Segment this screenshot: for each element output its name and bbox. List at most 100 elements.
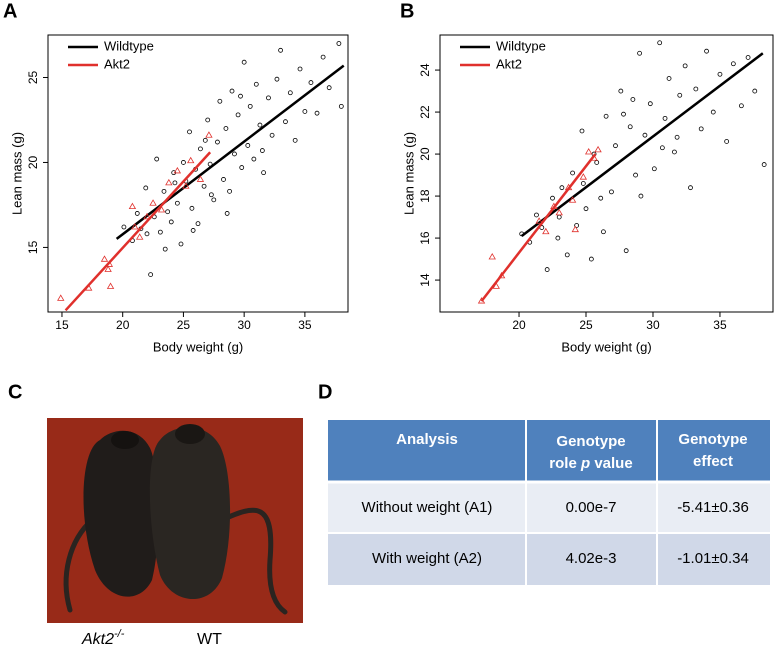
point — [269, 132, 275, 138]
point — [205, 117, 211, 123]
point — [154, 156, 160, 162]
table-cell: -1.01±0.34 — [677, 550, 749, 567]
header-text: value — [594, 455, 632, 472]
point — [724, 139, 730, 144]
tail — [219, 507, 288, 615]
point — [579, 128, 585, 134]
table-cell: 0.00e-7 — [566, 499, 617, 516]
y-tick-label: 20 — [26, 155, 40, 169]
y-axis-label: Lean mass (g) — [9, 132, 24, 215]
point — [745, 55, 751, 60]
point — [143, 212, 151, 220]
point — [583, 206, 589, 212]
fit-line — [115, 64, 345, 240]
panel-label: D — [318, 381, 332, 403]
y-tick-label: 16 — [418, 231, 432, 245]
panel-label: A — [3, 0, 17, 22]
point — [738, 103, 744, 109]
mouse-ear — [111, 431, 139, 449]
point — [326, 85, 332, 91]
superscript: -/- — [114, 628, 125, 640]
point — [144, 231, 150, 237]
point — [666, 76, 672, 81]
point — [136, 233, 144, 240]
point — [227, 188, 232, 194]
charts: A 15 20 25 30 35 15 20 25 Body weight (g) Lean mas… — [3, 0, 774, 354]
y-tick-label: 20 — [418, 147, 432, 161]
point — [259, 148, 265, 153]
point — [131, 223, 139, 230]
point — [215, 139, 220, 145]
point — [104, 265, 112, 272]
point — [238, 93, 243, 99]
point — [161, 188, 167, 194]
point — [297, 66, 303, 72]
table-header — [328, 420, 770, 482]
point — [314, 110, 320, 116]
point — [564, 252, 570, 258]
point — [165, 209, 171, 215]
point — [601, 229, 606, 235]
legend-label: Wildtype — [496, 38, 546, 53]
point — [224, 211, 230, 216]
point — [544, 267, 550, 272]
fit-line — [64, 151, 212, 312]
point — [584, 147, 593, 155]
x-tick-label: 35 — [713, 318, 727, 332]
point — [559, 185, 565, 191]
point — [187, 129, 192, 135]
point — [196, 175, 205, 182]
point — [253, 81, 259, 87]
point — [535, 217, 543, 224]
point — [542, 227, 550, 235]
point — [251, 156, 257, 162]
panel-label: C — [8, 381, 22, 403]
point — [603, 113, 609, 119]
point — [710, 109, 716, 115]
plot-frame — [439, 34, 774, 313]
x-tick-label: 30 — [646, 318, 660, 332]
mouse-ear — [175, 424, 205, 444]
point — [208, 192, 214, 198]
x-tick-label: 20 — [512, 318, 526, 332]
point — [274, 76, 280, 82]
point — [198, 146, 203, 152]
x-axis-label: Body weight (g) — [561, 339, 651, 354]
point — [235, 112, 241, 118]
y-tick-label: 24 — [418, 63, 432, 77]
fit-line — [520, 52, 764, 237]
point — [630, 97, 636, 102]
table-cell: Without weight (A1) — [362, 499, 493, 516]
point — [157, 206, 166, 213]
photo-caption: WT — [197, 631, 222, 648]
point — [642, 132, 648, 138]
point — [488, 252, 496, 260]
point — [189, 205, 195, 211]
point — [149, 199, 157, 206]
point — [704, 48, 709, 54]
point — [178, 241, 184, 247]
point — [172, 180, 178, 186]
point — [128, 202, 137, 210]
point — [579, 173, 588, 180]
photo-caption: Akt2-/- — [81, 628, 125, 648]
photo — [47, 418, 303, 623]
point — [201, 183, 207, 189]
point — [621, 111, 626, 117]
point — [752, 88, 758, 94]
point — [165, 178, 173, 186]
point — [637, 50, 642, 56]
x-tick-label: 25 — [579, 318, 593, 332]
point — [647, 101, 653, 107]
point — [534, 212, 539, 218]
y-tick-label: 15 — [26, 240, 40, 254]
point — [211, 197, 217, 203]
legend-label: Akt2 — [496, 56, 522, 71]
point — [217, 98, 223, 104]
point — [239, 165, 245, 170]
point — [657, 40, 663, 46]
point — [571, 225, 579, 233]
point — [623, 248, 629, 254]
point — [100, 255, 109, 262]
